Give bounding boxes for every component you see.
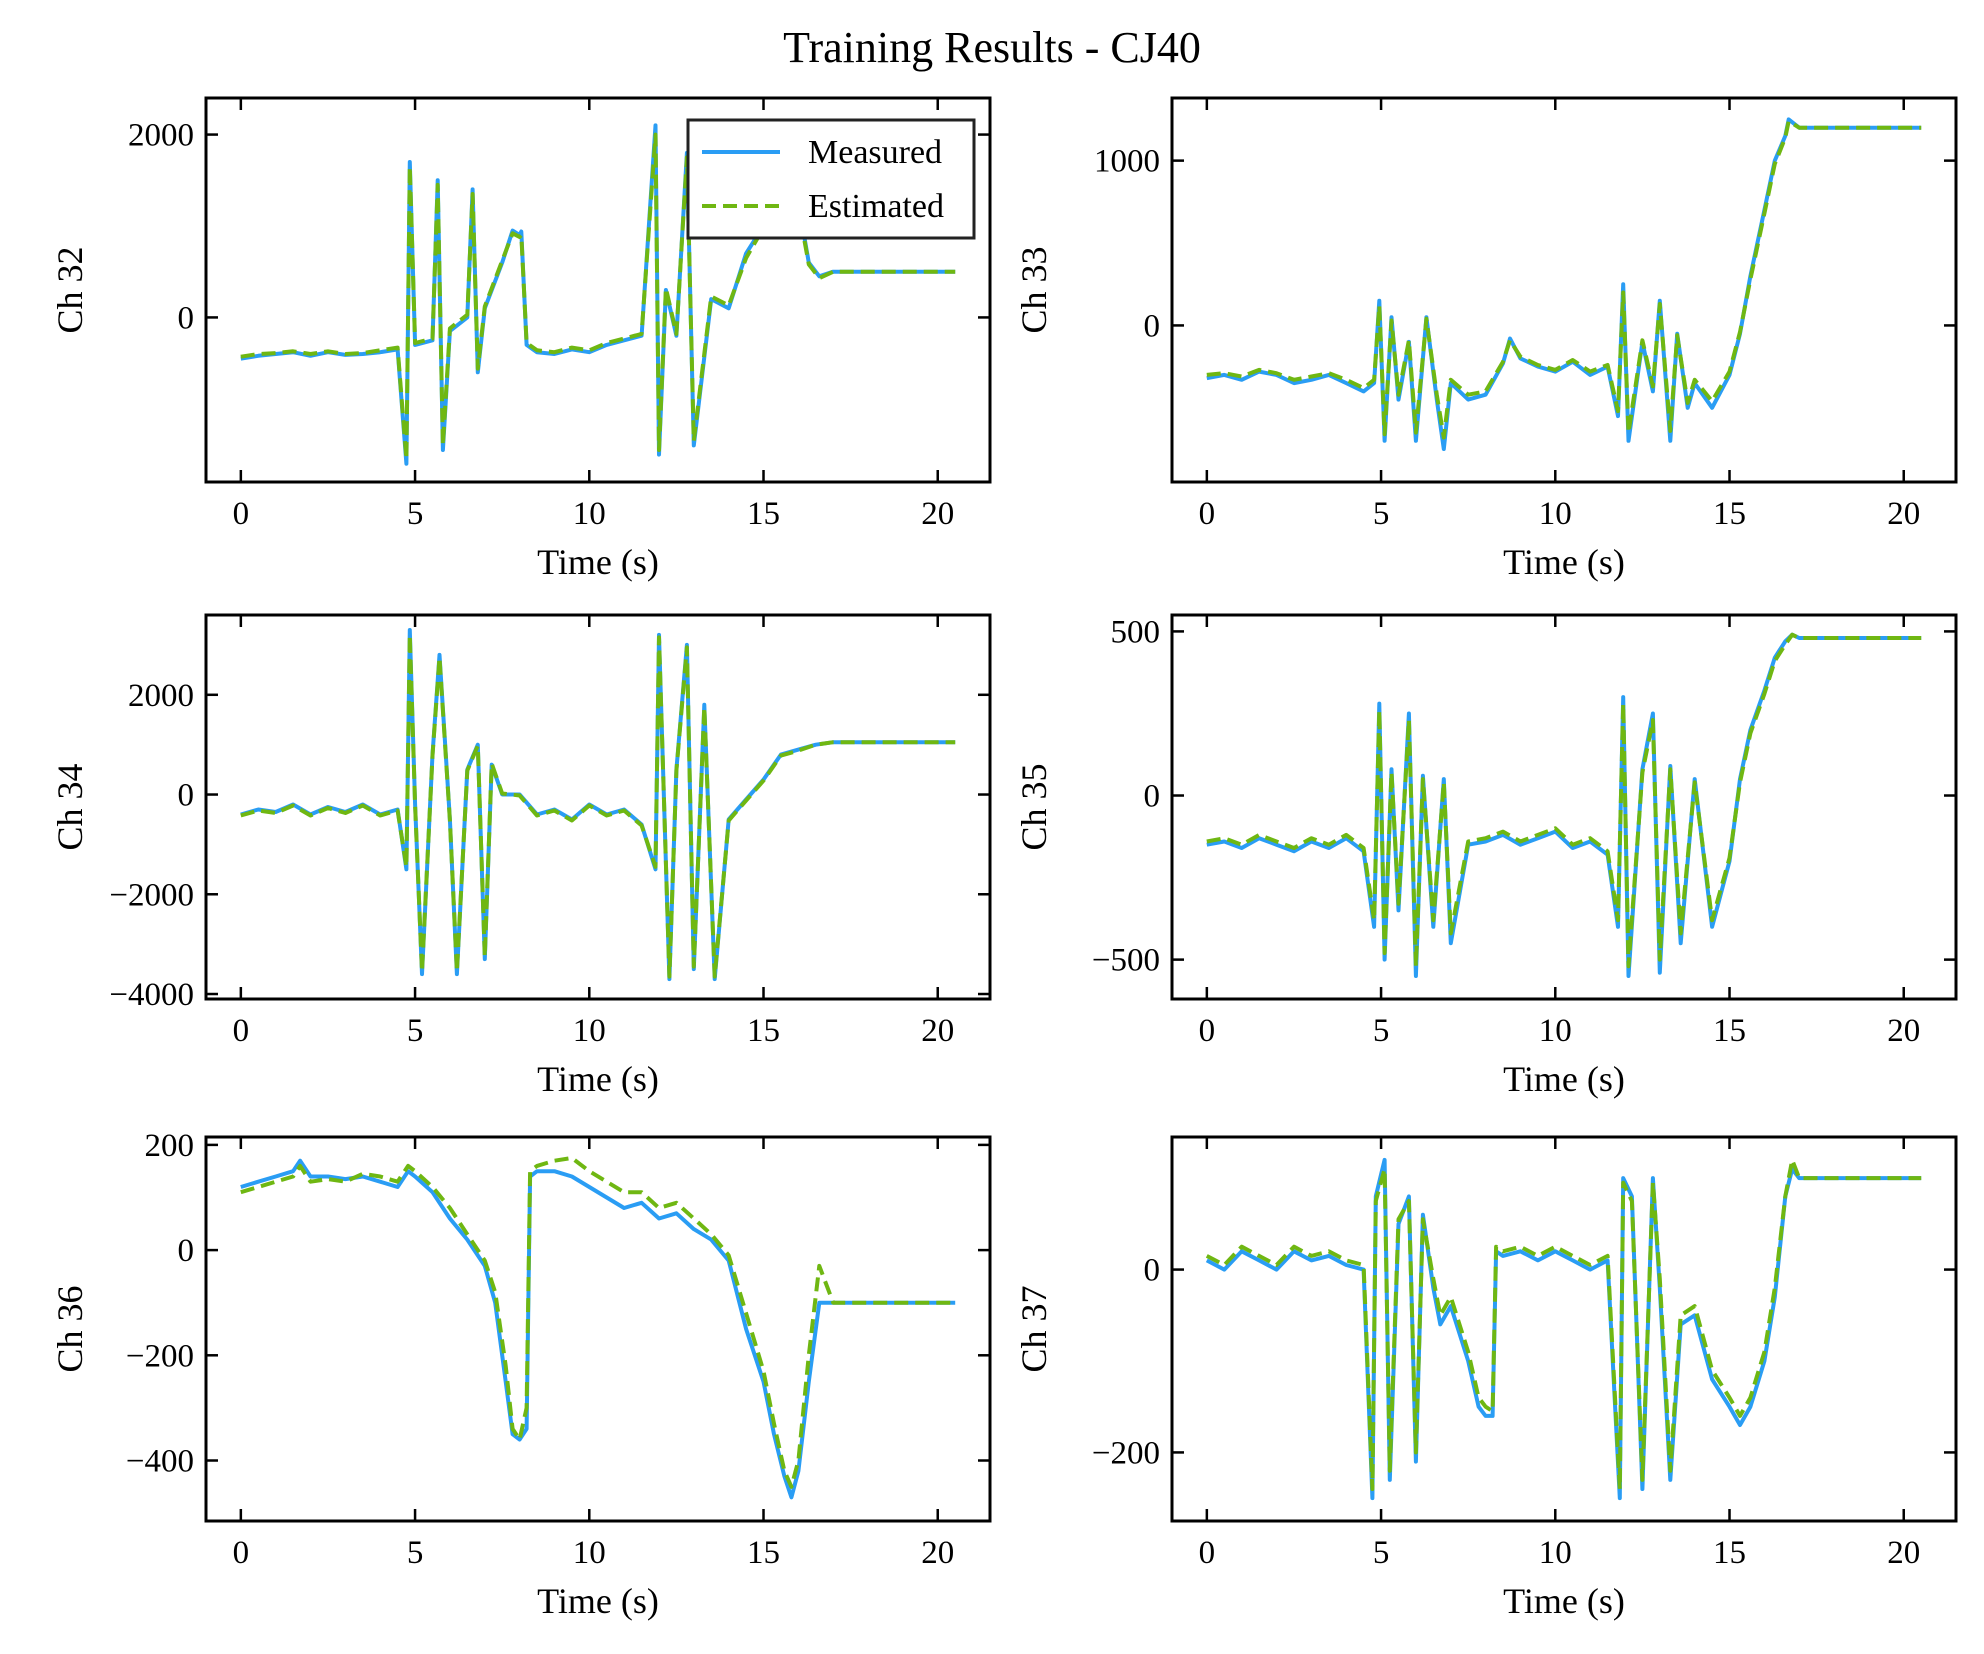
legend-label-estimated: Estimated (808, 188, 944, 225)
figure-title: Training Results - CJ40 (783, 23, 1201, 72)
series-line-estimated (1206, 632, 1922, 969)
y-axis-label: Ch 36 (50, 1285, 90, 1372)
x-tick-label: 15 (1713, 1013, 1746, 1049)
y-tick-label: 1000 (1094, 144, 1160, 180)
series-line-measured (240, 628, 956, 982)
y-tick-label: 2000 (128, 118, 194, 154)
y-axis-label: Ch 34 (50, 763, 90, 850)
y-tick-label: −400 (126, 1444, 194, 1480)
axes-frame (1170, 613, 1958, 1001)
x-tick-label: 5 (407, 1013, 424, 1049)
series-line-measured (1206, 117, 1922, 451)
subplot-ch-32: 0 5 10 15 20 0 2000 Time (s) Ch 32 Measured Estima… (50, 96, 992, 582)
x-tick-label: 0 (233, 1535, 250, 1571)
y-tick-label: 0 (1144, 308, 1161, 344)
axes-frame (204, 613, 992, 1001)
x-tick-label: 10 (1539, 496, 1572, 532)
x-tick-label: 15 (1713, 496, 1746, 532)
x-tick-label: 15 (747, 1013, 780, 1049)
x-tick-label: 15 (747, 1535, 780, 1571)
x-axis-label: Time (s) (1503, 1059, 1625, 1099)
x-tick-label: 20 (1887, 496, 1920, 532)
x-tick-label: 10 (1539, 1013, 1572, 1049)
x-tick-label: 20 (921, 1013, 954, 1049)
axes-frame (204, 1135, 992, 1523)
x-tick-label: 20 (921, 496, 954, 532)
axes-frame (204, 96, 992, 484)
subplot-ch-34: 0 5 10 15 20 −4000 −2000 0 2000 Time (s) Ch 34 (50, 613, 992, 1099)
y-axis-label: Ch 32 (50, 246, 90, 333)
x-tick-label: 10 (1539, 1535, 1572, 1571)
y-tick-label: −2000 (109, 877, 194, 913)
x-tick-label: 0 (1199, 496, 1216, 532)
series-line-measured (1205, 1157, 1922, 1501)
x-tick-label: 0 (1199, 1535, 1216, 1571)
axes-frame (1170, 1135, 1958, 1523)
x-tick-label: 10 (573, 1535, 606, 1571)
x-axis-label: Time (s) (1503, 1581, 1625, 1621)
subplot-ch-33: 0 5 10 15 20 0 1000 Time (s) Ch 33 (1014, 96, 1958, 582)
x-axis-label: Time (s) (537, 1581, 659, 1621)
x-axis-label: Time (s) (537, 542, 659, 582)
series-line-measured (1206, 632, 1922, 978)
x-tick-label: 5 (407, 1535, 424, 1571)
subplot-ch-36: 0 5 10 15 20 −400 −200 0 200 Time (s) Ch 36 (50, 1128, 992, 1621)
y-tick-label: 0 (178, 300, 195, 336)
y-tick-label: −200 (1092, 1435, 1160, 1471)
x-tick-label: 20 (1887, 1013, 1920, 1049)
x-tick-label: 5 (1373, 1013, 1390, 1049)
x-tick-label: 10 (573, 496, 606, 532)
x-tick-label: 20 (921, 1535, 954, 1571)
subplot-ch-35: 0 5 10 15 20 −500 0 500 Time (s) Ch 35 (1014, 613, 1958, 1099)
x-tick-label: 15 (747, 496, 780, 532)
x-tick-label: 0 (233, 496, 250, 532)
y-axis-label: Ch 35 (1014, 763, 1054, 850)
series-line-estimated (240, 1156, 956, 1489)
y-tick-label: 0 (178, 778, 195, 814)
x-axis-label: Time (s) (537, 1059, 659, 1099)
y-tick-label: 500 (1111, 614, 1161, 650)
x-tick-label: 5 (1373, 496, 1390, 532)
y-tick-label: −4000 (109, 977, 194, 1013)
x-tick-label: 5 (407, 496, 424, 532)
x-tick-label: 0 (233, 1013, 250, 1049)
x-tick-label: 5 (1373, 1535, 1390, 1571)
subplot-ch-37: 0 5 10 15 20 −200 0 Time (s) Ch 37 (1014, 1135, 1958, 1621)
x-tick-label: 15 (1713, 1535, 1746, 1571)
y-tick-label: −500 (1092, 943, 1160, 979)
series-line-estimated (240, 632, 956, 979)
axes-frame (1170, 96, 1958, 484)
series-line-estimated (1205, 1157, 1922, 1491)
x-axis-label: Time (s) (1503, 542, 1625, 582)
x-tick-label: 20 (1887, 1535, 1920, 1571)
y-tick-label: 0 (1144, 1253, 1161, 1289)
x-tick-label: 10 (573, 1013, 606, 1049)
series-line-estimated (1206, 119, 1922, 440)
y-tick-label: 2000 (128, 678, 194, 714)
legend: Measured Estimated (686, 118, 976, 240)
legend-label-measured: Measured (808, 134, 942, 171)
series-line-measured (240, 1158, 956, 1500)
y-axis-label: Ch 33 (1014, 246, 1054, 333)
y-axis-label: Ch 37 (1014, 1285, 1054, 1372)
y-tick-label: 0 (178, 1233, 195, 1269)
y-tick-label: 200 (145, 1128, 195, 1164)
legend-box (686, 118, 976, 240)
y-tick-label: 0 (1144, 779, 1161, 815)
x-tick-label: 0 (1199, 1013, 1216, 1049)
y-tick-label: −200 (126, 1338, 194, 1374)
